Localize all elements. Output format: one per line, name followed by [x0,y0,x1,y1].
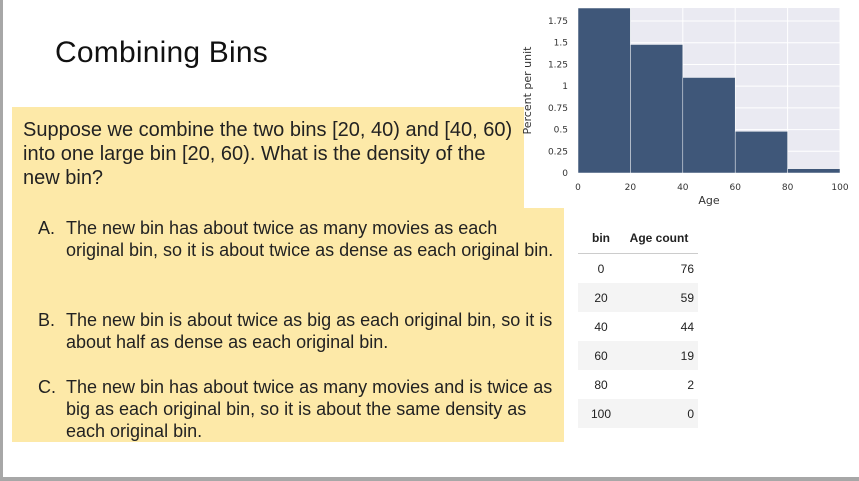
question-highlight [12,107,524,208]
table-cell-count: 59 [680,290,694,305]
table-cell-count: 76 [680,261,694,276]
answer-a-letter: A. [38,218,56,238]
y-tick-label: 0.75 [548,104,568,114]
y-tick-label: 0.5 [554,126,568,136]
table-cell-bin: 60 [594,348,608,363]
table-cell-count: 19 [680,348,694,363]
y-tick-label: 0.25 [548,147,568,157]
table-row: 20 59 [578,283,698,312]
x-axis-label: Age [698,194,720,207]
y-tick-label: 1.75 [548,17,568,27]
x-tick-label: 60 [729,183,741,193]
answer-a-text: The new bin has about twice as many movi… [66,218,554,260]
slide-title: Combining Bins [55,36,268,69]
answer-c-text: The new bin has about twice as many movi… [66,377,553,441]
x-tick-label: 80 [782,183,794,193]
table-row: 40 44 [578,312,698,341]
age-count-table: bin Age count 0 76 20 59 40 44 60 19 80 2 100 0 [578,223,698,428]
answer-c-letter: C. [38,377,56,397]
answer-a[interactable]: A. The new bin has about twice as many m… [38,217,558,261]
table-row: 0 76 [578,254,698,283]
table-cell-count: 0 [687,406,694,421]
table-cell-bin: 100 [590,406,612,421]
y-tick-label: 1.5 [554,39,568,49]
table-header: bin Age count [578,223,698,254]
answer-b-letter: B. [38,310,56,330]
histogram-bar [682,77,736,174]
table-row: 60 19 [578,341,698,370]
answer-b-text: The new bin is about twice as big as eac… [66,310,553,352]
table-cell-bin: 40 [594,319,608,334]
table-row: 80 2 [578,370,698,399]
table-cell-count: 44 [680,319,694,334]
answer-c[interactable]: C. The new bin has about twice as many m… [38,376,558,442]
histogram-bar [734,131,788,174]
y-axis-label: Percent per unit [521,46,534,135]
table-cell-bin: 0 [597,261,605,276]
table-cell-count: 2 [687,377,694,392]
histogram-bar [577,7,631,174]
y-tick-label: 1 [562,82,568,92]
table-header-bin: bin [592,231,610,245]
slide-bottom-border [0,477,859,481]
table-cell-bin: 80 [594,377,608,392]
x-tick-label: 20 [625,183,637,193]
y-tick-label: 1.25 [548,60,568,70]
question-text: Suppose we combine the two bins [20, 40)… [23,119,513,189]
histogram-bar [787,168,841,174]
table-cell-bin: 20 [594,290,608,305]
table-header-age-count: Age count [629,231,689,245]
y-tick-label: 0 [562,169,568,179]
answers-highlight [12,208,564,442]
x-tick-label: 40 [677,183,689,193]
table-row: 100 0 [578,399,698,428]
histogram-bar [630,44,684,174]
answer-b[interactable]: B. The new bin is about twice as big as … [38,309,558,353]
x-tick-label: 0 [575,183,581,193]
slide-left-border [0,0,3,481]
x-tick-label: 100 [831,183,848,193]
